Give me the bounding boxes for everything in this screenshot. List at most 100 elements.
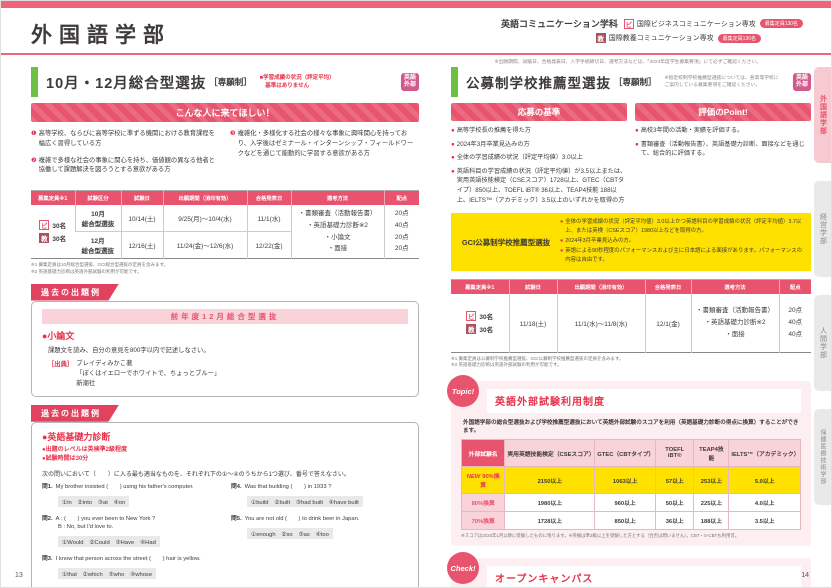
col-announcement: 合格発表日: [246, 190, 291, 205]
past-example-tab: 過去の出題例: [31, 404, 119, 422]
footnote: ※1 募集定員は公募制学校推薦型選抜、GCI公募制学校推薦型選抜の定員を含みます…: [451, 355, 624, 361]
essay-instruction: 課題文を読み、自分の意見を800字以内で記述しなさい。: [48, 346, 210, 354]
open-campus-title-bar: オープンキャンパス: [487, 566, 801, 587]
points: 40点: [394, 221, 409, 229]
col-exam-date: 試験日: [508, 279, 557, 295]
col-application: 出願期間（消印有効）: [162, 190, 247, 205]
question-text2: B : No, but I'd love to.: [58, 524, 114, 531]
check-badge: Check!: [447, 552, 479, 585]
conversion-row-90: NEW 90%換算 2150以上 1063以上 57以上 253以上 5.0以上: [460, 466, 801, 495]
selection-title-suffix: ［専願制］: [614, 77, 657, 87]
question-options: ①Would ②Could ③Have ④Had: [58, 536, 160, 548]
bullet: ●: [451, 127, 455, 134]
method: ・面接: [725, 330, 745, 338]
method: ・英語基礎力診断※2: [704, 319, 766, 327]
criteria-banner: 応募の基準: [451, 103, 627, 121]
criteria-text: 英語科目の学習成績の状況（評定平均値）が3.5以上または、実用英語技能検定（CS…: [456, 167, 627, 204]
bullet: ●: [451, 154, 455, 162]
row-label: 70%換算: [460, 511, 506, 531]
question-number: 問3.: [42, 556, 53, 563]
selection-title: 10月・12月総合型選抜: [46, 75, 207, 92]
announcement-date: 12/22(金): [246, 231, 291, 259]
topic-description: 外国語学部の総合型選抜および学校推薦型選抜において英語外部試験のスコアを利用（英…: [463, 420, 799, 435]
selection-methods-cell: ・書類審査（活動報告書） ・英語基礎力診断※2 ・面接: [690, 294, 779, 353]
evaluation-item: ● 書類審査（活動報告書）、英語基礎力診断、面接などを通じて、総合的に評価する。: [635, 140, 811, 159]
capacity-value: 30名: [479, 327, 494, 335]
bullet: ●: [635, 127, 639, 134]
bullet: ●: [635, 140, 639, 148]
points: 40点: [788, 330, 803, 338]
capacity-cell: ビ 30名 教 30名: [31, 205, 75, 259]
method: ・面接: [327, 245, 348, 253]
score: 57以上: [654, 466, 695, 495]
score: 5.0以上: [728, 466, 801, 495]
gci-recommendation-box: GCI公募制学校推薦型選抜 ● 全体の学習成績の状況（評定平均値）3.0以上かつ英…: [451, 213, 811, 272]
criteria-item: ● 高等学校長の推薦を得た方: [451, 126, 627, 136]
criteria-evaluation-row: 応募の基準 ● 高等学校長の推薦を得た方 ● 2024年3月卒業見込みの方 ● 全体の…: [451, 103, 811, 209]
col-announcement: 合格発表日: [644, 279, 691, 295]
score: 1728以上: [504, 511, 596, 531]
english-external-badge: 英語外部: [401, 72, 419, 92]
evaluation-text: 書類審査（活動報告書）、英語基礎力診断、面接などを通じて、総合的に評価する。: [640, 140, 805, 158]
item-number: ❸: [230, 130, 236, 137]
source-label: ［出典］: [48, 360, 74, 368]
recommendation-schedule-table: 募集定員※1 試験日 出願期間（消印有効） 合格発表日 選考方法 配点 ビ 30名…: [451, 279, 811, 353]
criteria-item: ● 2024年3月卒業見込みの方: [451, 140, 627, 150]
capacity-badge-liberal: 募集定員130名: [717, 33, 761, 43]
score: 850以上: [594, 511, 656, 531]
score: 1980以上: [504, 493, 596, 513]
score: 50以上: [654, 493, 695, 513]
tab-health-medical: 保健医療技術学部: [814, 409, 831, 505]
score: 1063以上: [594, 466, 656, 495]
wanted-item: ❸ 複雑化・多様化する社会の様々な事象に興味関心を持っており、入学後はゼミナール…: [230, 129, 419, 158]
topic-title-bar: 英語外部試験利用制度: [487, 389, 801, 414]
past-example-essay-box: 前年度12月総合型選抜 ●小論文 課題文を読み、自分の意見を800字以内で記述し…: [31, 300, 419, 397]
points: 20点: [394, 210, 409, 218]
question: 問4. Was that building ( ) in 1933 ? ①buil…: [231, 483, 408, 509]
question-options: ①in ②into ③at ④on: [58, 495, 130, 507]
table-row: ビ 30名 教 30名 11/18(土) 11/1(水)～11/8(水) 12/1(…: [451, 294, 811, 353]
criteria-item: ● 英語科目の学習成績の状況（評定平均値）が3.5以上または、実用英語技能検定（C…: [451, 167, 627, 205]
score: 960以上: [594, 493, 656, 513]
capacity-value: 30名: [479, 314, 494, 322]
table-header-row: 募集定員※1 試験日 出願期間（消印有効） 合格発表日 選考方法 配点: [451, 279, 811, 295]
level-note: ●出題のレベルは英検準2級程度: [42, 446, 127, 453]
page-number-right: 14: [801, 572, 809, 579]
score: 4.0以上: [728, 493, 801, 513]
col-capacity: 募集定員※1: [31, 190, 75, 205]
col-gtec: GTEC（CBTタイプ）: [594, 439, 656, 468]
col-eiken: 実用英語技能検定（CSEスコア）: [504, 439, 596, 468]
item-text: 複雑化・多様化する社会の様々な事象に興味関心を持っており、入学後はゼミナール・イ…: [237, 130, 414, 157]
tab-foreign-languages: 外国語学部: [814, 67, 831, 163]
header-footnote: ※出願期間、試験日、合格発表日、入学手続締切日、選考方法などは、「2024年度学…: [494, 60, 761, 65]
col-toefl: TOEFL iBT®: [654, 439, 695, 468]
col-points: 配点: [383, 190, 419, 205]
table-row: ビ 30名 教 30名 10月 総合型選抜 10/14(土) 9/25(月)～10/…: [31, 205, 419, 259]
capacity-value: 30名: [52, 223, 67, 230]
evaluation-banner: 評価のPoint!: [635, 103, 811, 121]
question-text: A : ( ) you ever been to New York ?: [55, 515, 156, 522]
source-lines: ブレイディみかこ著 「ぼくはイエローでホワイトで、ちょっとブルー」 新潮社: [76, 359, 221, 387]
footnote: ※2 英語基礎力診断は英語外部試験の利用が可能です。: [451, 362, 562, 368]
score: 253以上: [693, 466, 730, 495]
exam-date: 11/18(土): [508, 294, 557, 353]
question-number: 問1.: [42, 483, 53, 490]
designated-school-note: ※指定校制学校推薦型選抜については、各高等学校にご案内している募集要項をご確認く…: [664, 75, 779, 88]
subject-english-diagnostic: ●英語基礎力診断: [42, 431, 111, 442]
major-tag-liberal: 教: [595, 33, 606, 43]
subject-essay: ●小論文: [42, 330, 75, 341]
wanted-list: ❶ 高等学校、ならびに高等学校に準ずる機関における教育課程を幅広く習得している方…: [31, 129, 419, 182]
faculty-tab-index: 外国語学部 経営学部 人間学部 保健医療技術学部: [814, 67, 831, 523]
col-methods: 選考方法: [690, 279, 779, 295]
points: 40点: [788, 319, 803, 327]
footnote: ※2 英語基礎力診断は英語外部試験の利用が可能です。: [31, 268, 142, 274]
question: 問1. My brother insisted ( ) using his fat…: [42, 483, 219, 509]
major-tag-business: ビ: [623, 18, 634, 29]
col-points: 配点: [778, 279, 811, 295]
row-label: NEW 90%換算: [460, 466, 506, 495]
exam-date: 12/16(土): [120, 231, 163, 259]
topic-section: Topic! 英語外部試験利用制度 外国語学部の総合型選抜および学校推薦型選抜に…: [447, 375, 811, 547]
bullet: ●: [451, 140, 455, 148]
gci-label: GCI公募制学校推薦型選抜: [461, 237, 551, 247]
